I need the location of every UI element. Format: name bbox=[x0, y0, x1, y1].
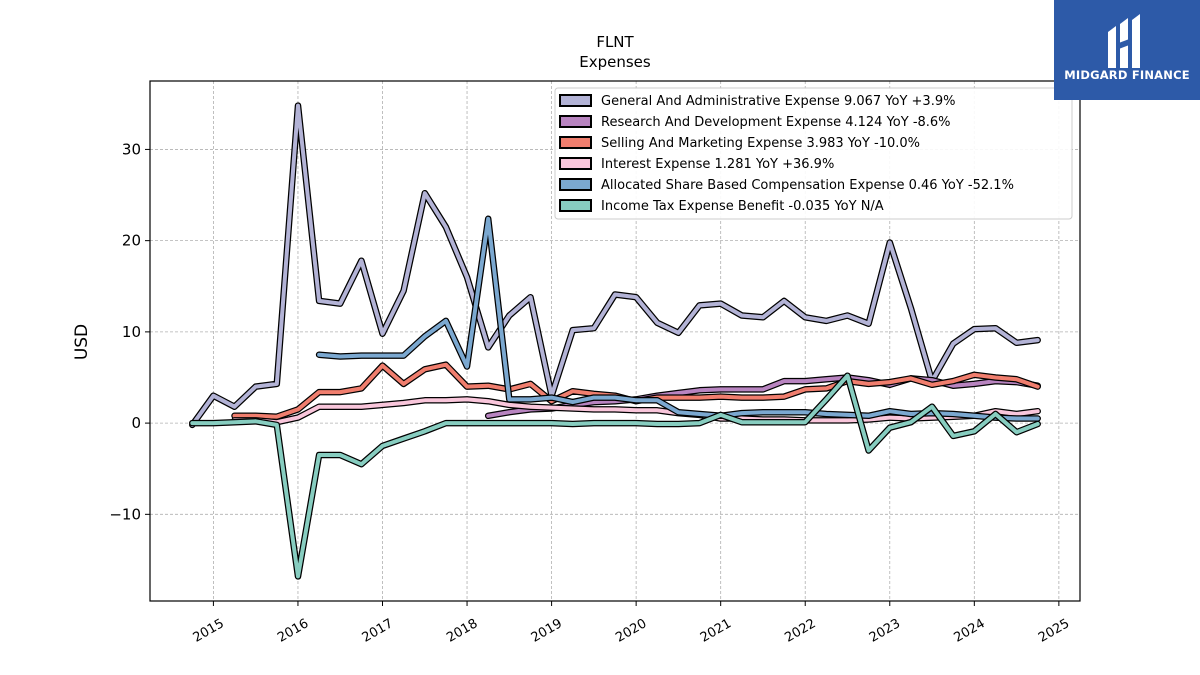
legend-box bbox=[554, 87, 1073, 220]
chart-subtitle: Expenses bbox=[579, 53, 651, 71]
legend-label: Allocated Share Based Compensation Expen… bbox=[601, 178, 1014, 193]
y-tick-label: −10 bbox=[109, 505, 141, 523]
brand-logo: MIDGARD FINANCE bbox=[1054, 0, 1200, 100]
legend: General And Administrative Expense 9.067… bbox=[554, 87, 1073, 220]
legend-swatch bbox=[559, 136, 592, 149]
x-tick-label: 2021 bbox=[698, 616, 734, 646]
y-tick-label: 10 bbox=[122, 323, 141, 341]
series-line bbox=[190, 373, 1040, 579]
logo-text: MIDGARD FINANCE bbox=[1064, 68, 1190, 82]
legend-swatch bbox=[559, 115, 592, 128]
series-1 bbox=[189, 102, 1041, 429]
legend-swatch bbox=[559, 199, 592, 212]
series-line bbox=[190, 103, 1040, 427]
legend-swatch bbox=[559, 178, 592, 191]
series-6 bbox=[189, 372, 1041, 580]
x-tick-label: 2023 bbox=[867, 616, 903, 646]
legend-label: Interest Expense 1.281 YoY +36.9% bbox=[601, 157, 834, 172]
y-tick-label: 0 bbox=[131, 414, 141, 432]
series-line bbox=[232, 397, 1040, 425]
legend-label: Income Tax Expense Benefit -0.035 YoY N/… bbox=[601, 199, 884, 214]
legend-swatch bbox=[559, 94, 592, 107]
midgard-logo-icon bbox=[1108, 14, 1140, 68]
series-lines bbox=[189, 102, 1041, 580]
x-tick-label: 2016 bbox=[275, 616, 311, 646]
y-tick-label: 20 bbox=[122, 232, 141, 250]
legend-label: Research And Development Expense 4.124 Y… bbox=[601, 115, 951, 130]
series-5 bbox=[315, 215, 1041, 422]
y-tick-label: 30 bbox=[122, 140, 141, 158]
y-axis-label: USD bbox=[72, 324, 92, 360]
series-line-outline bbox=[315, 215, 1041, 422]
x-tick-label: 2017 bbox=[360, 616, 396, 646]
legend-label: Selling And Marketing Expense 3.983 YoY … bbox=[601, 136, 920, 151]
chart-title: FLNT bbox=[596, 33, 634, 51]
x-tick-label: 2025 bbox=[1036, 616, 1072, 646]
x-tick-label: 2018 bbox=[444, 616, 480, 646]
legend-swatch bbox=[559, 157, 592, 170]
plot-frame bbox=[149, 80, 1081, 602]
x-tick-label: 2024 bbox=[951, 616, 987, 646]
series-4 bbox=[231, 396, 1041, 426]
series-line bbox=[317, 216, 1040, 421]
x-tick-label: 2019 bbox=[529, 616, 565, 646]
x-tick-label: 2015 bbox=[191, 616, 227, 646]
x-tick-label: 2022 bbox=[782, 616, 818, 646]
x-tick-label: 2020 bbox=[613, 616, 649, 646]
legend-label: General And Administrative Expense 9.067… bbox=[601, 94, 955, 109]
